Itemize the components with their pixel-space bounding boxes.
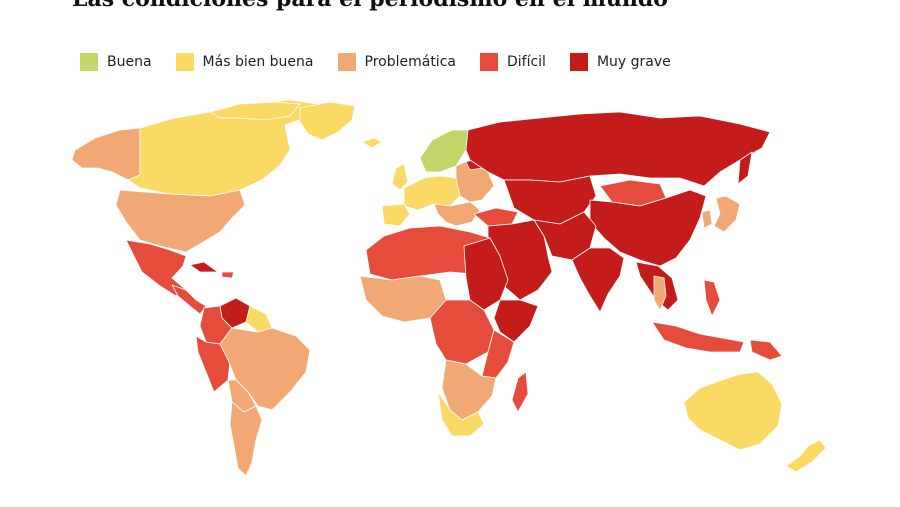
region-usa <box>115 189 246 253</box>
region-guianas <box>245 305 273 333</box>
region-arctic-islands <box>209 101 301 121</box>
region-mexico <box>125 239 187 297</box>
region-kamchatka <box>737 151 753 185</box>
region-iceland <box>361 137 383 149</box>
region-papua <box>749 339 783 361</box>
region-thailand <box>653 275 667 311</box>
region-uk <box>391 163 409 191</box>
region-southern-europe <box>433 201 481 227</box>
legend-label-buena: Buena <box>107 54 152 70</box>
region-southern-africa <box>441 359 497 421</box>
region-horn-of-africa <box>493 299 539 343</box>
region-argentina-chile <box>229 401 263 477</box>
region-india <box>571 247 625 313</box>
legend-swatch-problematica <box>337 53 356 71</box>
region-australia <box>683 371 783 451</box>
legend-item-mas-bien-buena: Más bien buena <box>175 53 314 71</box>
legend-swatch-buena <box>80 53 98 71</box>
legend-label-mas-bien-buena: Más bien buena <box>202 54 314 70</box>
map-title: Las condiciones para el periodismo en el… <box>72 0 668 12</box>
region-indonesia <box>651 321 745 353</box>
legend-item-dificil: Difícil <box>479 53 546 71</box>
legend-item-muy-grave: Muy grave <box>569 53 671 71</box>
region-new-zealand <box>785 439 827 473</box>
region-south-africa <box>437 391 485 437</box>
region-iberia <box>381 203 411 227</box>
region-alaska <box>71 127 141 181</box>
legend-item-buena: Buena <box>80 53 152 71</box>
region-greenland <box>299 101 356 141</box>
region-western-europe <box>403 175 461 211</box>
legend-label-dificil: Difícil <box>506 54 546 70</box>
legend-swatch-dificil <box>479 53 498 71</box>
region-japan <box>713 195 741 233</box>
legend-label-muy-grave: Muy grave <box>596 54 671 70</box>
region-china <box>589 189 707 267</box>
legend-label-problematica: Problemática <box>364 54 456 70</box>
region-cuba <box>189 261 219 273</box>
region-korea <box>701 209 713 229</box>
region-turkey <box>473 207 519 227</box>
region-brazil <box>219 327 311 411</box>
region-russia <box>465 111 771 187</box>
region-central-america <box>171 284 207 315</box>
legend-swatch-muy-grave <box>569 53 588 71</box>
legend-swatch-mas-bien-buena <box>175 53 194 71</box>
legend: Buena Más bien buena Problemática Difíci… <box>80 53 695 71</box>
region-philippines <box>703 279 721 317</box>
region-madagascar <box>511 371 529 413</box>
region-caribbean <box>221 271 235 279</box>
legend-item-problematica: Problemática <box>337 53 456 71</box>
